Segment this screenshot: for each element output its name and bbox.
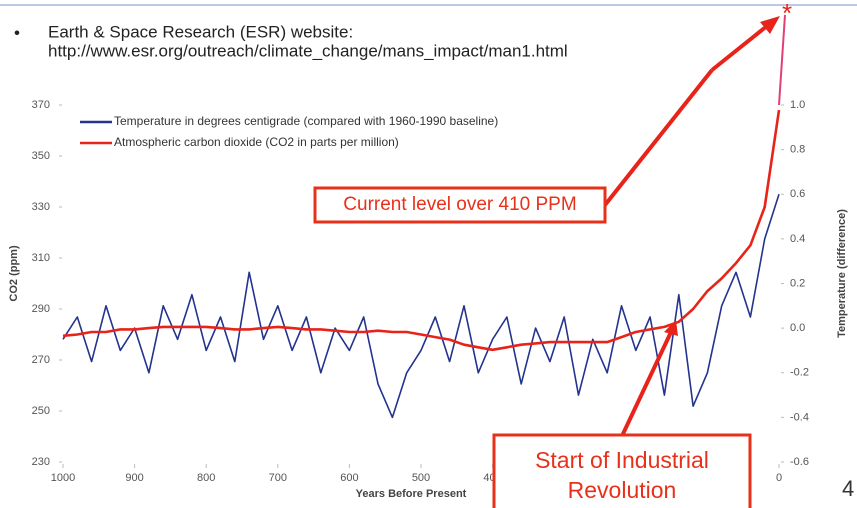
annotation-text: Current level over 410 PPM [343,194,576,215]
x-tick-label: 0 [776,472,782,484]
bullet-url: http://www.esr.org/outreach/climate_chan… [48,41,568,60]
arrow-shaft [620,329,674,437]
y2-tick-label: -0.6 [790,456,809,468]
x-tick-label: 900 [125,472,143,484]
y2-tick-label: 1.0 [790,99,805,111]
data-line [62,194,780,419]
annotation-box [492,433,752,508]
legend-label: Temperature in degrees centigrade (compa… [114,114,498,128]
annotation-box [313,186,607,224]
annotation-text: Start of Industrial [535,447,709,473]
y-tick-label: 270 [32,354,50,366]
y-tick-label: 350 [32,150,50,162]
legend-label: Atmospheric carbon dioxide (CO2 in parts… [114,135,399,149]
plot: 230 250 270 290 310 330 350 370 -0.6 -0.4 -0.2 0.0 0… [8,99,848,500]
y-tick-label: 250 [32,405,50,417]
pink-connector [778,14,786,106]
y2-tick-label: 0.4 [790,233,805,245]
y-tick-label: 370 [32,99,50,111]
bullet-text: Earth & Space Research (ESR) website: [48,22,353,41]
x-tick-label: 600 [340,472,358,484]
data-line [62,109,781,352]
y2-tick-label: 0.2 [790,277,805,289]
y2-tick-label: 0.6 [790,188,805,200]
x-axis-label: Years Before Present [356,488,467,500]
y2-tick-label: -0.2 [790,367,809,379]
y-tick-label: 230 [32,456,50,468]
y2-tick-label: -0.4 [790,411,809,423]
annotation-text: Revolution [568,477,677,503]
y-axis-label: CO2 (ppm) [8,245,20,302]
y-tick-label: 310 [32,252,50,264]
arrow-shaft [710,20,774,72]
x-tick-label: 700 [269,472,287,484]
arrow-head [760,16,780,34]
y2-tick-label: 0.0 [790,322,805,334]
x-tick-label: 1000 [51,472,75,484]
y-tick-label: 290 [32,303,50,315]
arrow-shaft [603,68,714,207]
asterisk: * [782,0,792,28]
arrow-head [664,320,678,336]
x-tick-label: 800 [197,472,215,484]
annotation-layer: * Current level over 410 PPM Start of Ind… [313,0,792,508]
y2-tick-label: 0.8 [790,144,805,156]
x-tick-label: 500 [412,472,430,484]
bullet: • [14,23,20,42]
y2-axis-label: Temperature (difference) [836,209,848,338]
page-number: 4 [842,476,854,501]
y-tick-label: 330 [32,201,50,213]
